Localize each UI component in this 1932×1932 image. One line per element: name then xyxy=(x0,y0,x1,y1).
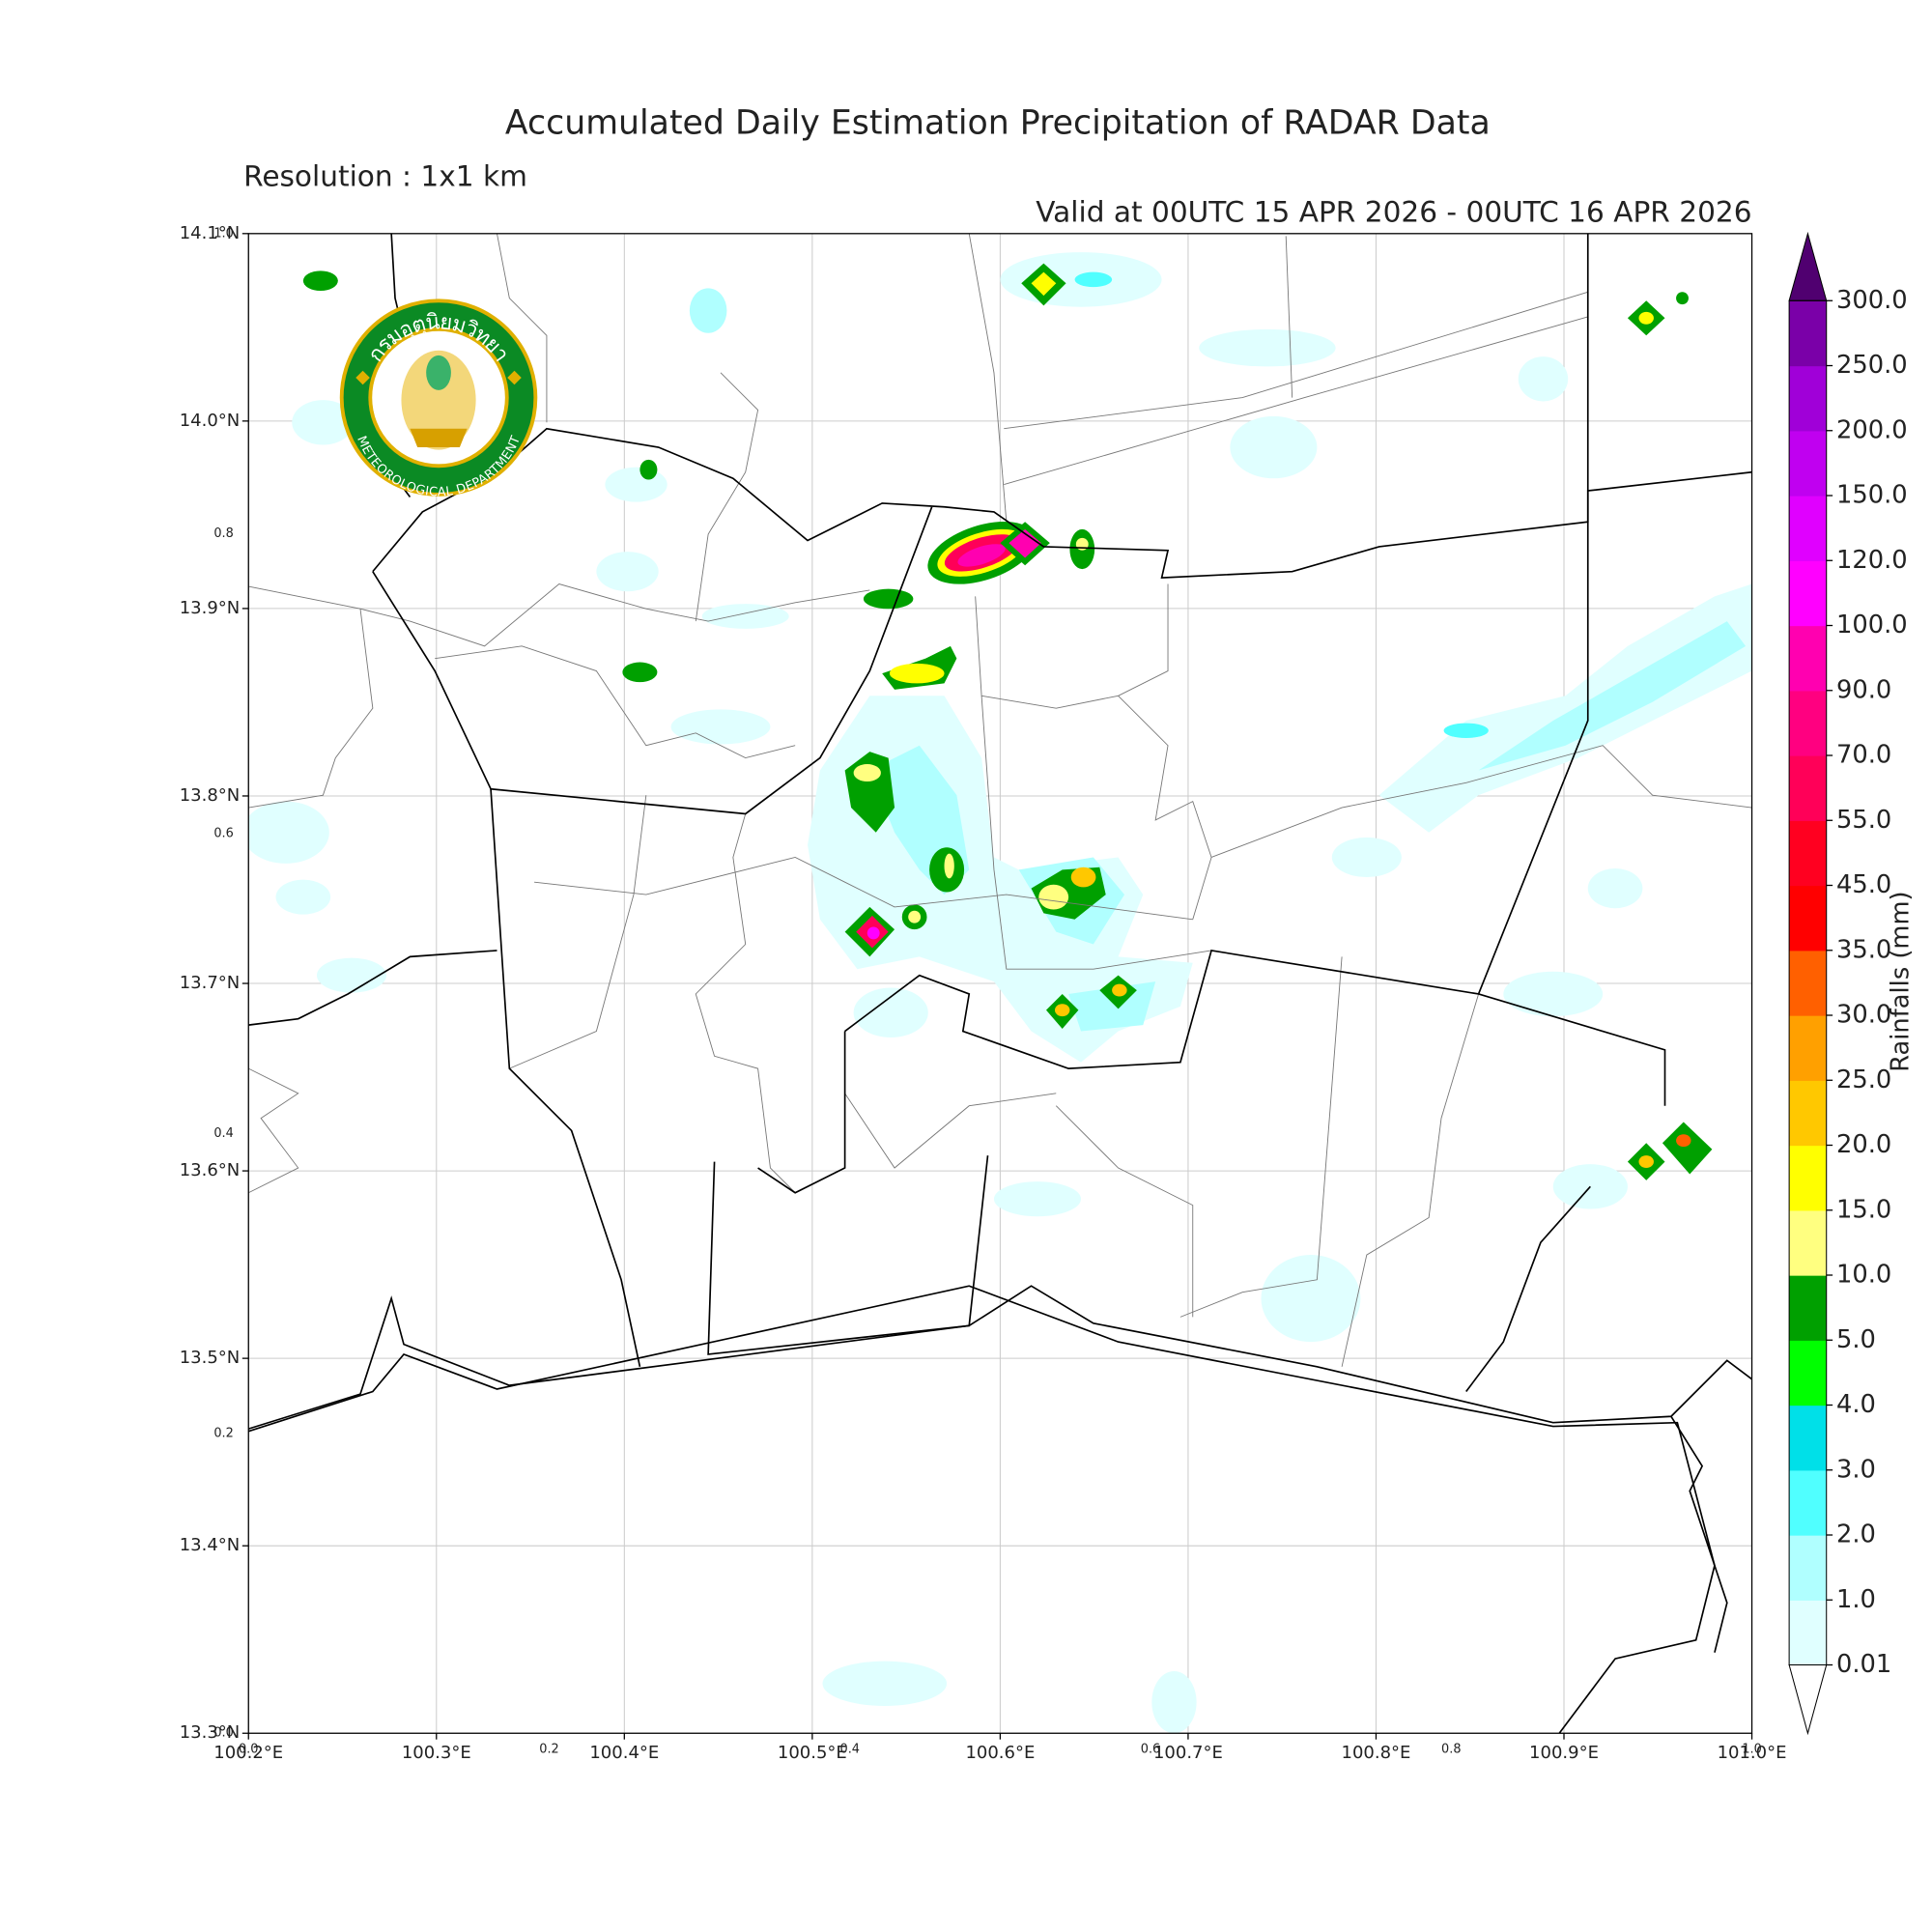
colorbar-segment xyxy=(1789,1275,1827,1341)
frac-x-label: 0.4 xyxy=(840,1742,860,1756)
colorbar-segment xyxy=(1789,496,1827,561)
x-tick-label: 100.4°E xyxy=(589,1743,659,1763)
frac-y-label: 0.4 xyxy=(213,1126,233,1141)
title: Accumulated Daily Estimation Precipitati… xyxy=(505,104,1491,143)
colorbar-tick-label: 300.0 xyxy=(1836,286,1908,315)
colorbar-segment xyxy=(1789,625,1827,692)
x-tick-label: 100.9°E xyxy=(1529,1743,1599,1763)
colorbar-tick-label: 55.0 xyxy=(1836,806,1891,835)
y-tick-label: 13.4°N xyxy=(180,1535,241,1555)
colorbar-segment xyxy=(1789,950,1827,1016)
frac-x-label: 0.6 xyxy=(1141,1742,1160,1756)
colorbar-tick-label: 150.0 xyxy=(1836,481,1908,510)
x-tick-label: 100.7°E xyxy=(1153,1743,1223,1763)
colorbar-segment xyxy=(1789,560,1827,627)
colorbar-tick-label: 25.0 xyxy=(1836,1065,1891,1094)
colorbar-segment xyxy=(1789,1015,1827,1081)
colorbar-tick-label: 120.0 xyxy=(1836,546,1908,575)
y-tick-label: 13.7°N xyxy=(180,973,241,993)
frac-x-label: 0.2 xyxy=(539,1742,558,1756)
colorbar-under xyxy=(1788,1663,1828,1736)
colorbar-tick-label: 250.0 xyxy=(1836,351,1908,380)
colorbar-segment xyxy=(1789,885,1827,952)
frac-x-label: 1.0 xyxy=(1742,1742,1761,1756)
y-tick-label: 13.3°N xyxy=(180,1722,241,1743)
colorbar-label: Rainfalls (mm) xyxy=(1886,891,1915,1071)
colorbar-tick-label: 0.01 xyxy=(1836,1650,1891,1679)
x-tick-label: 100.5°E xyxy=(778,1743,847,1763)
x-tick-label: 101.0°E xyxy=(1718,1743,1787,1763)
frac-y-label: 0.0 xyxy=(213,1726,233,1741)
colorbar-segment xyxy=(1789,300,1827,367)
colorbar-segment xyxy=(1789,1340,1827,1406)
precipitation xyxy=(248,252,1752,1734)
colorbar-tick-label: 200.0 xyxy=(1836,415,1908,444)
colorbar-segment xyxy=(1789,1600,1827,1666)
scene: Accumulated Daily Estimation Precipitati… xyxy=(180,104,1916,1763)
colorbar-segment xyxy=(1789,1535,1827,1601)
frac-x-label: 0.0 xyxy=(239,1742,258,1756)
frac-y-label: 0.2 xyxy=(213,1426,233,1440)
y-tick-label: 13.9°N xyxy=(180,598,241,618)
colorbar-segment xyxy=(1789,1080,1827,1147)
y-tick-label: 14.1°N xyxy=(180,223,241,243)
colorbar-tick-label: 30.0 xyxy=(1836,1001,1891,1030)
colorbar-segment xyxy=(1789,1209,1827,1276)
colorbar-tick-label: 10.0 xyxy=(1836,1261,1891,1290)
x-tick-label: 100.3°E xyxy=(402,1743,471,1763)
colorbar-tick-label: 2.0 xyxy=(1836,1520,1876,1549)
colorbar-tick-label: 4.0 xyxy=(1836,1390,1876,1419)
subtitle: Resolution : 1x1 km xyxy=(243,159,527,192)
y-tick-label: 13.5°N xyxy=(180,1348,241,1368)
colorbar-tick-label: 35.0 xyxy=(1836,935,1891,964)
frac-y-label: 1.0 xyxy=(213,226,233,241)
colorbar-tick-label: 1.0 xyxy=(1836,1585,1876,1614)
valid-time: Valid at 00UTC 15 APR 2026 - 00UTC 16 AP… xyxy=(1036,196,1751,229)
frac-y-label: 0.6 xyxy=(213,826,233,840)
colorbar-tick-label: 3.0 xyxy=(1836,1455,1876,1484)
frac-x-label: 0.8 xyxy=(1441,1742,1461,1756)
x-tick-label: 100.8°E xyxy=(1342,1743,1411,1763)
map-area: กรมอุตุนิยมวิทยา METEOROLOGICAL DEPARTME… xyxy=(248,233,1752,1734)
x-tick-label: 100.6°E xyxy=(965,1743,1035,1763)
colorbar-frame xyxy=(1788,299,1828,1666)
colorbar-segment xyxy=(1789,690,1827,756)
colorbar-tick-label: 20.0 xyxy=(1836,1130,1891,1159)
y-tick-label: 13.8°N xyxy=(180,785,241,806)
colorbar-tick-label: 100.0 xyxy=(1836,611,1908,639)
colorbar-segment xyxy=(1789,1469,1827,1536)
colorbar-segment xyxy=(1789,365,1827,432)
colorbar-segment xyxy=(1789,430,1827,497)
x-tick-label: 100.2°E xyxy=(213,1743,283,1763)
colorbar-tick-label: 5.0 xyxy=(1836,1325,1876,1354)
colorbar-segment xyxy=(1789,1145,1827,1211)
colorbar-tick-label: 70.0 xyxy=(1836,741,1891,770)
colorbar-segment xyxy=(1789,820,1827,887)
y-tick-label: 13.6°N xyxy=(180,1160,241,1180)
colorbar-segment xyxy=(1789,1405,1827,1471)
colorbar-tick-label: 45.0 xyxy=(1836,870,1891,899)
frac-y-label: 0.8 xyxy=(213,526,233,541)
colorbar-segment xyxy=(1789,755,1827,821)
colorbar-tick-label: 90.0 xyxy=(1836,675,1891,704)
colorbar-over xyxy=(1788,231,1828,301)
colorbar-tick-label: 15.0 xyxy=(1836,1195,1891,1224)
y-tick-label: 14.0°N xyxy=(180,411,241,431)
logo: กรมอุตุนิยมวิทยา METEOROLOGICAL DEPARTME… xyxy=(339,298,538,499)
